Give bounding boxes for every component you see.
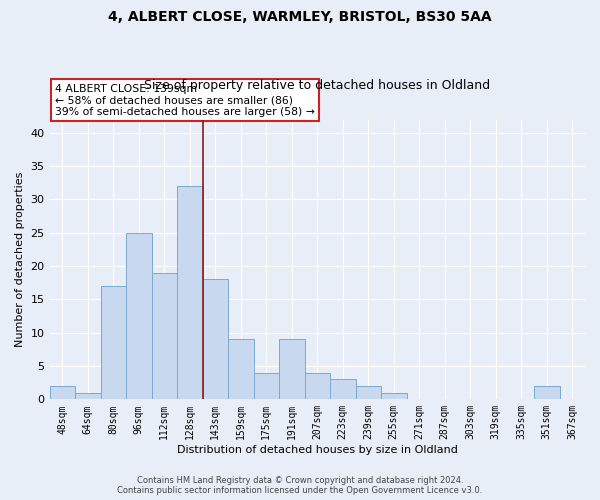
- Y-axis label: Number of detached properties: Number of detached properties: [15, 172, 25, 347]
- Bar: [356, 386, 381, 400]
- Bar: [203, 280, 228, 400]
- Bar: [381, 392, 407, 400]
- Bar: [152, 273, 177, 400]
- Bar: [534, 386, 560, 400]
- Text: 4 ALBERT CLOSE: 139sqm
← 58% of detached houses are smaller (86)
39% of semi-det: 4 ALBERT CLOSE: 139sqm ← 58% of detached…: [55, 84, 315, 117]
- Text: 4, ALBERT CLOSE, WARMLEY, BRISTOL, BS30 5AA: 4, ALBERT CLOSE, WARMLEY, BRISTOL, BS30 …: [108, 10, 492, 24]
- Bar: [177, 186, 203, 400]
- Bar: [126, 233, 152, 400]
- Bar: [330, 380, 356, 400]
- Bar: [228, 340, 254, 400]
- Bar: [279, 340, 305, 400]
- Bar: [305, 372, 330, 400]
- Bar: [254, 372, 279, 400]
- Bar: [75, 392, 101, 400]
- Title: Size of property relative to detached houses in Oldland: Size of property relative to detached ho…: [144, 79, 490, 92]
- Text: Contains HM Land Registry data © Crown copyright and database right 2024.
Contai: Contains HM Land Registry data © Crown c…: [118, 476, 482, 495]
- X-axis label: Distribution of detached houses by size in Oldland: Distribution of detached houses by size …: [177, 445, 458, 455]
- Bar: [50, 386, 75, 400]
- Bar: [101, 286, 126, 400]
